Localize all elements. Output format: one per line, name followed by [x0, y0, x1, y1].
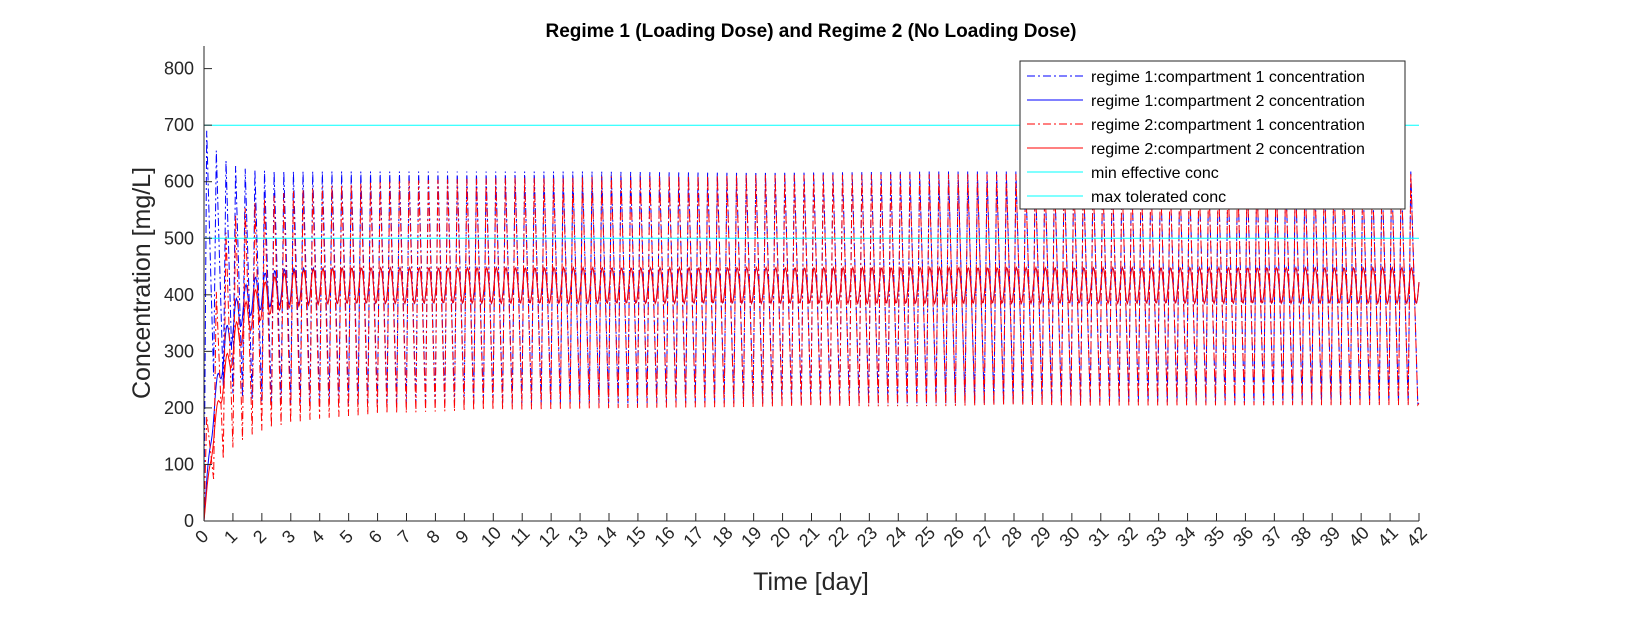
- y-tick-label: 200: [164, 398, 194, 418]
- series-line-4: [203, 266, 1420, 522]
- y-tick-label: 100: [164, 454, 194, 474]
- legend-box: [1019, 60, 1406, 210]
- y-axis-label: Concentration [mg/L]: [128, 167, 156, 399]
- y-tick-label: 600: [164, 172, 194, 192]
- y-ticks: 0 100 200 300 400 500 600 700 800: [164, 59, 212, 531]
- y-tick-label: 400: [164, 285, 194, 305]
- series-layer: [203, 124, 1420, 522]
- chart-title: Regime 1 (Loading Dose) and Regime 2 (No…: [546, 21, 1077, 42]
- series-line-3: [203, 173, 1420, 522]
- legend-label: min effective conc: [1091, 165, 1219, 182]
- legend-label: max tolerated conc: [1091, 189, 1226, 206]
- legend-label: regime 1:compartment 1 concentration: [1091, 69, 1365, 86]
- x-axis-label: Time [day]: [753, 568, 869, 596]
- y-tick-label: 300: [164, 341, 194, 361]
- y-tick-label: 500: [164, 228, 194, 248]
- legend-label: regime 1:compartment 2 concentration: [1091, 93, 1365, 110]
- legend-label: regime 2:compartment 2 concentration: [1091, 141, 1365, 158]
- y-tick-label: 0: [184, 511, 194, 531]
- x-ticks: 0 1 2 3 4 5 6 7 8 9 10 11 12 13 14 15 16 17 18 19 20 21 22 23 24…: [191, 513, 1431, 551]
- y-tick-label: 800: [164, 59, 194, 79]
- legend: regime 1:compartment 1 concentration regi…: [1019, 60, 1406, 210]
- legend-items: regime 1:compartment 1 concentration regi…: [1027, 69, 1365, 206]
- legend-label: regime 2:compartment 1 concentration: [1091, 117, 1365, 134]
- y-tick-label: 700: [164, 115, 194, 135]
